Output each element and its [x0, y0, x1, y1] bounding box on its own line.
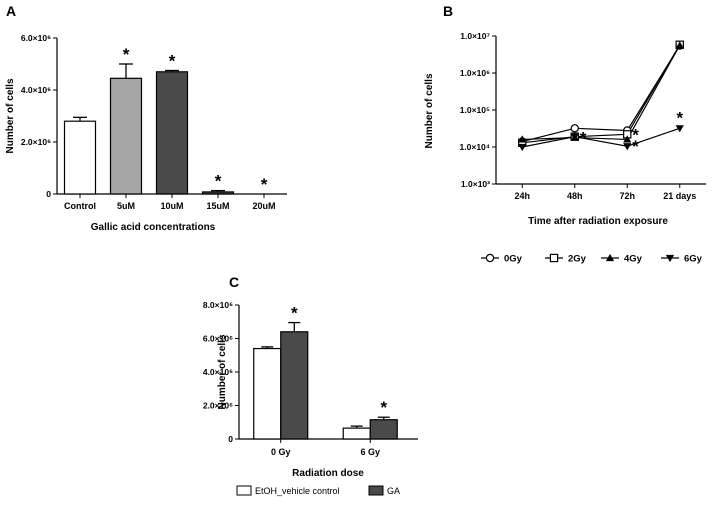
panel-a-ytick-label: 0	[46, 189, 51, 199]
panel-b-significance-marker: *	[632, 125, 639, 144]
panel-c-legend-label: EtOH_vehicle control	[255, 486, 340, 496]
panel-b-data-point	[623, 143, 632, 151]
panel-a-category-label: 20uM	[252, 201, 275, 211]
panel-b-significance-marker: *	[676, 108, 683, 127]
panel-b-legend-marker	[549, 253, 559, 263]
panel-c-legend-swatch	[368, 485, 384, 496]
panel-a: A Number of cells Gallic acid concentrat…	[5, 3, 287, 233]
panel-b-xlabel: Time after radiation exposure	[528, 216, 668, 227]
panel-a-letter: A	[6, 3, 16, 19]
panel-c-bar	[342, 427, 371, 440]
panel-b-ytick-label: 1.0×10⁷	[460, 31, 490, 41]
panel-c-legend-swatch	[236, 485, 252, 496]
panel-a-ytick-label: 2.0×10⁶	[21, 137, 51, 147]
panel-c-legend-label: GA	[387, 486, 400, 496]
panel-a-category-label: 5uM	[117, 201, 135, 211]
panel-b-significance-marker: *	[580, 129, 587, 148]
panel-a-significance-marker: *	[169, 52, 176, 71]
panel-b-category-label: 24h	[514, 191, 530, 201]
panel-c-ytick-label: 2.0×10⁶	[203, 401, 233, 411]
panel-c-bar	[369, 419, 398, 440]
panel-a-category-label: Control	[64, 201, 96, 211]
panel-a-significance-marker: *	[261, 175, 268, 194]
panel-c-letter: C	[229, 274, 239, 290]
panel-b-data-point	[570, 133, 579, 141]
panel-c-significance-marker: *	[291, 304, 298, 323]
panel-a-bar	[109, 77, 143, 195]
panel-a-category-label: 10uM	[160, 201, 183, 211]
panel-b-legend-marker	[665, 254, 675, 263]
panel-a-significance-marker: *	[215, 172, 222, 191]
panel-b-series-line	[522, 45, 681, 143]
panel-c-category-label: 6 Gy	[360, 447, 380, 457]
panel-a-bar	[201, 191, 235, 195]
panel-b-legend-marker	[605, 253, 615, 262]
panel-a-ytick-label: 4.0×10⁶	[21, 85, 51, 95]
panel-b-legend-label: 4Gy	[624, 254, 643, 265]
panel-b-ytick-label: 1.0×10³	[461, 179, 490, 189]
panel-c-ytick-label: 8.0×10⁶	[203, 300, 233, 310]
panel-c-category-label: 0 Gy	[271, 447, 291, 457]
panel-b-data-point	[518, 143, 527, 152]
panel-c-ytick-label: 6.0×10⁶	[203, 334, 233, 344]
panel-c-bar	[253, 347, 282, 440]
panel-c-xlabel: Radiation dose	[292, 468, 364, 479]
panel-b: B Number of cells Time after radiation e…	[424, 3, 706, 265]
panel-b-data-point	[518, 135, 527, 143]
panel-b-category-label: 21 days	[663, 191, 696, 201]
panel-c-bar	[280, 331, 309, 440]
panel-b-data-point	[623, 135, 632, 143]
panel-b-legend-label: 0Gy	[504, 254, 523, 265]
panel-b-significance-marker: *	[632, 137, 639, 156]
panel-a-ytick-label: 6.0×10⁶	[21, 33, 51, 43]
panel-b-data-point	[675, 125, 684, 133]
panel-c-ytick-label: 0	[228, 434, 233, 444]
panel-b-ytick-label: 1.0×10⁴	[460, 142, 490, 152]
panel-a-bar	[155, 71, 189, 195]
panel-b-data-point	[570, 124, 579, 133]
panel-b-letter: B	[443, 3, 453, 19]
panel-b-ylabel: Number of cells	[424, 73, 435, 148]
panel-b-series-line	[522, 127, 680, 148]
panel-c-significance-marker: *	[380, 398, 387, 417]
panel-b-legend-label: 2Gy	[568, 254, 587, 265]
panel-a-ylabel: Number of cells	[5, 78, 16, 153]
panel-b-legend-marker	[485, 253, 495, 263]
panel-b-category-label: 48h	[567, 191, 583, 201]
panel-b-ytick-label: 1.0×10⁶	[460, 68, 490, 78]
panel-a-xlabel: Gallic acid concentrations	[91, 222, 216, 233]
panel-b-category-label: 72h	[619, 191, 635, 201]
panel-c-ytick-label: 4.0×10⁶	[203, 367, 233, 377]
panel-b-legend-label: 6Gy	[684, 254, 703, 265]
panel-a-significance-marker: *	[123, 45, 130, 64]
panel-a-bar	[63, 120, 97, 195]
panel-c-ylabel: Number of cells	[217, 334, 228, 409]
panel-b-series-line	[522, 45, 681, 141]
panel-b-ytick-label: 1.0×10⁵	[460, 105, 490, 115]
panel-b-data-point	[675, 41, 684, 49]
panel-b-series-line	[522, 44, 681, 144]
panel-a-category-label: 15uM	[206, 201, 229, 211]
panel-c: C Number of cells Radiation dose 0 2.0×10…	[203, 274, 418, 496]
